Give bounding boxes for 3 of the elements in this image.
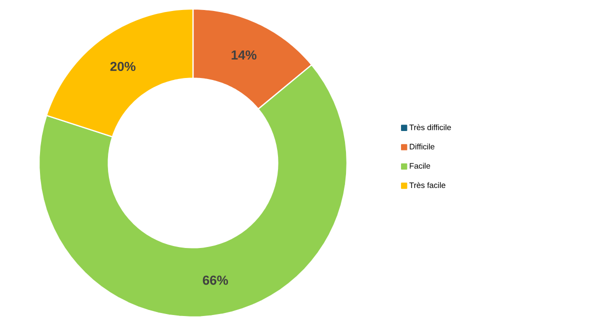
data-label: 66% bbox=[202, 276, 228, 285]
data-label: 20% bbox=[110, 62, 136, 72]
data-label: 14% bbox=[232, 50, 256, 60]
